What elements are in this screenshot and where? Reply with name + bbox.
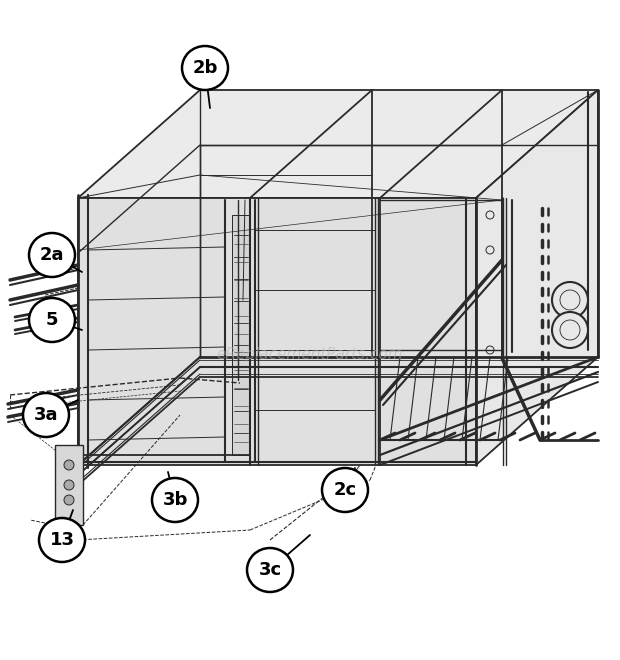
Ellipse shape [182, 46, 228, 90]
Ellipse shape [322, 468, 368, 512]
Text: 3c: 3c [259, 561, 281, 579]
Polygon shape [55, 445, 83, 525]
Circle shape [64, 480, 74, 490]
Circle shape [64, 460, 74, 470]
Ellipse shape [23, 393, 69, 437]
Polygon shape [78, 90, 598, 198]
Text: 3a: 3a [33, 406, 58, 424]
Circle shape [64, 495, 74, 505]
Polygon shape [78, 198, 476, 465]
Circle shape [552, 282, 588, 318]
Text: 3b: 3b [162, 491, 188, 509]
Ellipse shape [29, 233, 75, 277]
Text: 2b: 2b [192, 59, 218, 77]
Polygon shape [476, 90, 598, 465]
Circle shape [552, 312, 588, 348]
Text: 5: 5 [46, 311, 58, 329]
Ellipse shape [29, 298, 75, 342]
Text: 2c: 2c [334, 481, 356, 499]
Ellipse shape [152, 478, 198, 522]
Ellipse shape [39, 518, 85, 562]
Ellipse shape [247, 548, 293, 592]
Polygon shape [232, 215, 250, 455]
Text: eReplacementParts.com: eReplacementParts.com [216, 348, 404, 362]
Text: 2a: 2a [40, 246, 64, 264]
Text: 13: 13 [50, 531, 74, 549]
